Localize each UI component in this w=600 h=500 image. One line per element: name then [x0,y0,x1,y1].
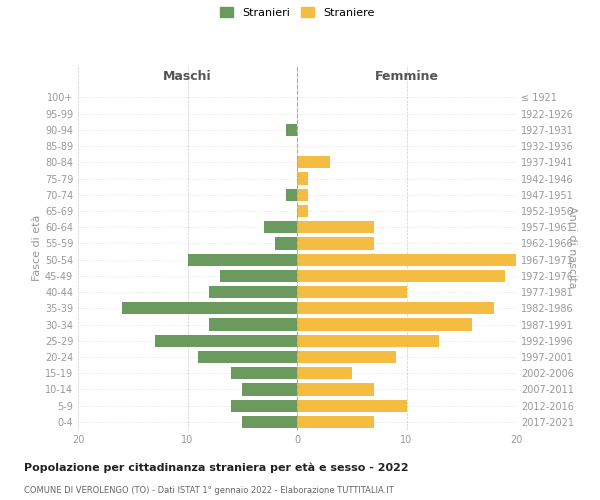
Bar [242,416,297,428]
Bar [232,400,297,412]
Bar [242,384,297,396]
Bar [286,124,297,136]
Bar [297,334,439,347]
Bar [297,367,352,380]
Bar [297,384,374,396]
Bar [209,286,297,298]
Bar [297,302,494,314]
Bar [155,334,297,347]
Bar [286,188,297,201]
Y-axis label: Fasce di età: Fasce di età [32,214,42,280]
Bar [297,254,516,266]
Bar [220,270,297,282]
Text: COMUNE DI VEROLENGO (TO) - Dati ISTAT 1° gennaio 2022 - Elaborazione TUTTITALIA.: COMUNE DI VEROLENGO (TO) - Dati ISTAT 1°… [24,486,394,495]
Bar [297,238,374,250]
Bar [297,188,308,201]
Bar [297,318,472,330]
Bar [264,221,297,234]
Bar [122,302,297,314]
Bar [297,270,505,282]
Bar [297,172,308,184]
Bar [275,238,297,250]
Bar [187,254,297,266]
Bar [297,156,330,168]
Bar [232,367,297,380]
Bar [209,318,297,330]
Y-axis label: Anni di nascita: Anni di nascita [566,206,577,289]
Legend: Stranieri, Straniere: Stranieri, Straniere [215,3,379,22]
Bar [297,416,374,428]
Text: Femmine: Femmine [374,70,439,83]
Bar [297,221,374,234]
Bar [297,205,308,217]
Bar [297,351,395,363]
Text: Popolazione per cittadinanza straniera per età e sesso - 2022: Popolazione per cittadinanza straniera p… [24,462,409,473]
Bar [297,400,407,412]
Text: Maschi: Maschi [163,70,212,83]
Bar [199,351,297,363]
Bar [297,286,407,298]
